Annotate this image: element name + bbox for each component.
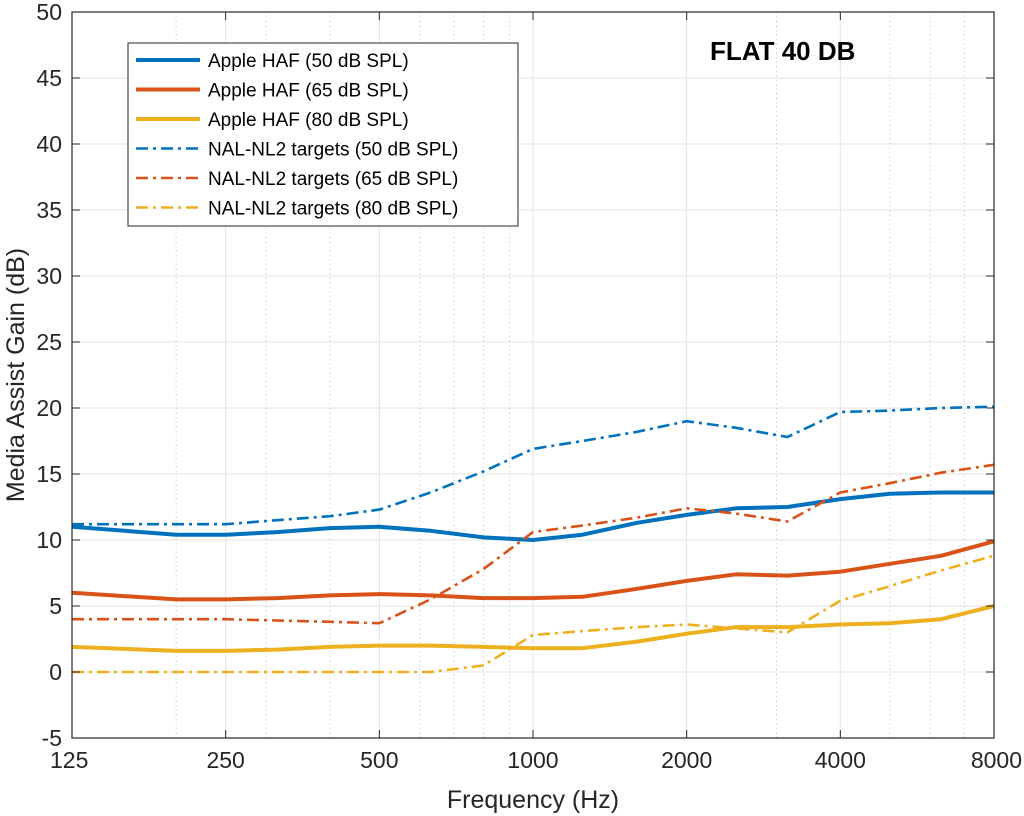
y-tick-label: 50 (36, 0, 62, 25)
x-tick-label: 500 (360, 747, 398, 773)
x-axis-label: Frequency (Hz) (447, 786, 619, 814)
y-tick-label: 15 (36, 461, 62, 487)
y-tick-label: 25 (36, 329, 62, 355)
y-tick-label: 0 (49, 659, 62, 685)
y-tick-label: 20 (36, 395, 62, 421)
legend-label: NAL-NL2 targets (80 dB SPL) (208, 199, 458, 220)
legend-label: NAL-NL2 targets (65 dB SPL) (208, 169, 458, 190)
legend-label: Apple HAF (50 dB SPL) (208, 51, 409, 72)
axis-ticks: -5 0 5 10 15 20 25 30 35 40 45 50 125 250 500 1000 2000 4… (36, 0, 1022, 773)
y-tick-label: 35 (36, 197, 62, 223)
y-tick-label: 5 (49, 593, 62, 619)
x-tick-label: 4000 (815, 747, 866, 773)
y-tick-label: 45 (36, 65, 62, 91)
x-tick-label: 1000 (507, 747, 558, 773)
legend-label: Apple HAF (65 dB SPL) (208, 81, 409, 102)
y-tick-label: 10 (36, 527, 62, 553)
x-tick-label: 2000 (661, 747, 712, 773)
series-line-6 (72, 554, 995, 674)
series-line-2 (71, 539, 995, 602)
x-tick-label: 250 (206, 747, 244, 773)
series-line-5 (72, 463, 995, 625)
x-tick-label: 125 (50, 747, 88, 773)
legend-label: NAL-NL2 targets (50 dB SPL) (208, 140, 458, 161)
x-tick-label: 8000 (971, 747, 1022, 773)
y-axis-label: Media Assist Gain (dB) (2, 248, 30, 502)
y-tick-label: -5 (42, 725, 62, 751)
y-tick-label: 40 (36, 131, 62, 157)
legend-box (127, 42, 519, 227)
legend: Apple HAF (50 dB SPL) Apple HAF (65 dB SP… (127, 42, 519, 227)
y-tick-label: 30 (36, 263, 62, 289)
series-line-3 (71, 604, 995, 653)
chart-annotation: FLAT 40 DB (710, 36, 855, 66)
legend-label: Apple HAF (80 dB SPL) (208, 110, 409, 131)
series-line-1 (71, 490, 994, 542)
series-lines (71, 405, 995, 674)
